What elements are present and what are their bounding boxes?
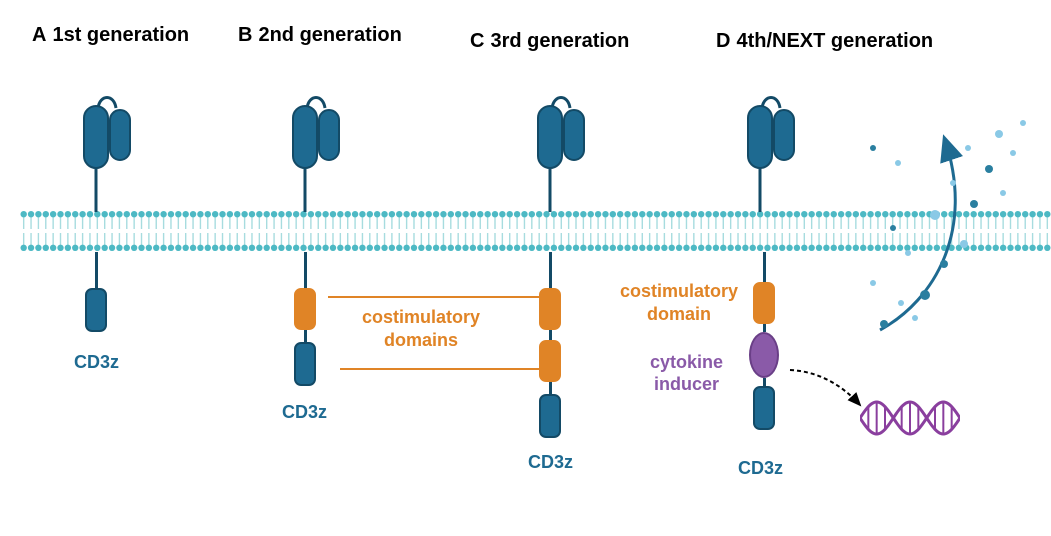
- panel-title: 3rd generation: [490, 30, 629, 52]
- cytokine-dot: [985, 165, 993, 173]
- intracellular-column: [294, 252, 316, 386]
- scfv-extracellular: [742, 92, 800, 212]
- cd3z-domain: [294, 342, 316, 386]
- panel-letter: C: [470, 30, 484, 52]
- lipid-bilayer: [20, 210, 1051, 252]
- cd3z-label: CD3z: [528, 452, 573, 473]
- cytokine-dot: [912, 315, 918, 321]
- panel-heading-D: D 4th/NEXT generation: [716, 30, 933, 53]
- cytokine-dot: [890, 225, 896, 231]
- cytokine-dot: [920, 290, 930, 300]
- panel-heading-C: C 3rd generation: [470, 30, 629, 53]
- intracellular-column: [85, 252, 107, 332]
- costimulatory-domain: [539, 340, 561, 382]
- dna-arrow: [0, 0, 1051, 536]
- cytokine-dot: [898, 300, 904, 306]
- cytokine-dot: [880, 320, 888, 328]
- cytokine-dot: [895, 160, 901, 166]
- cytokine-dot: [905, 250, 911, 256]
- costimulatory-domain: [753, 282, 775, 324]
- scfv-extracellular: [78, 92, 136, 212]
- cytokine-release-arrow: [0, 0, 1051, 536]
- cytokine-dot: [970, 200, 978, 208]
- scfv-extracellular: [532, 92, 590, 212]
- panel-title: 1st generation: [52, 24, 189, 46]
- panel-heading-A: A 1st generation: [32, 24, 189, 47]
- cytokine-dot: [1000, 190, 1006, 196]
- panel-title: 4th/NEXT generation: [736, 30, 933, 52]
- cytokine-inducer-domain: [749, 332, 779, 378]
- intracellular-column: [539, 252, 561, 438]
- cd3z-label: CD3z: [74, 352, 119, 373]
- cd3z-domain: [539, 394, 561, 438]
- panel-letter: B: [238, 24, 252, 46]
- panel-letter: D: [716, 30, 730, 52]
- panel-title: 2nd generation: [258, 24, 401, 46]
- dna-icon: [860, 398, 960, 438]
- cytokine-dot: [940, 260, 948, 268]
- cd3z-label: CD3z: [738, 458, 783, 479]
- cd3z-domain: [753, 386, 775, 430]
- cd3z-domain: [85, 288, 107, 332]
- cytokine-dot: [960, 240, 968, 248]
- costimulatory-domain: [294, 288, 316, 330]
- panel-heading-B: B 2nd generation: [238, 24, 402, 47]
- cytokine-dot: [950, 180, 956, 186]
- intracellular-column: [749, 252, 779, 430]
- scfv-extracellular: [287, 92, 345, 212]
- cytokine-dot: [1010, 150, 1016, 156]
- cytokine-dot: [870, 145, 876, 151]
- cytokine-dot: [870, 280, 876, 286]
- costim-connector-line: [328, 296, 548, 298]
- costim-domains-label: costimulatorydomains: [362, 306, 480, 351]
- costim-connector-line: [340, 368, 548, 370]
- cytokine-dot: [995, 130, 1003, 138]
- cd3z-label: CD3z: [282, 402, 327, 423]
- costim-domain-label-gen4: costimulatorydomain: [620, 280, 738, 325]
- cytokine-dot: [930, 210, 940, 220]
- cytokine-dot: [965, 145, 971, 151]
- cytokine-inducer-label: cytokineinducer: [650, 352, 723, 395]
- panel-letter: A: [32, 24, 46, 46]
- costimulatory-domain: [539, 288, 561, 330]
- cytokine-dot: [1020, 120, 1026, 126]
